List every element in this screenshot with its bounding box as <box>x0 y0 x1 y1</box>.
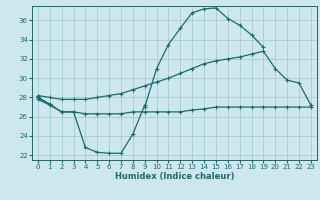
X-axis label: Humidex (Indice chaleur): Humidex (Indice chaleur) <box>115 172 234 181</box>
